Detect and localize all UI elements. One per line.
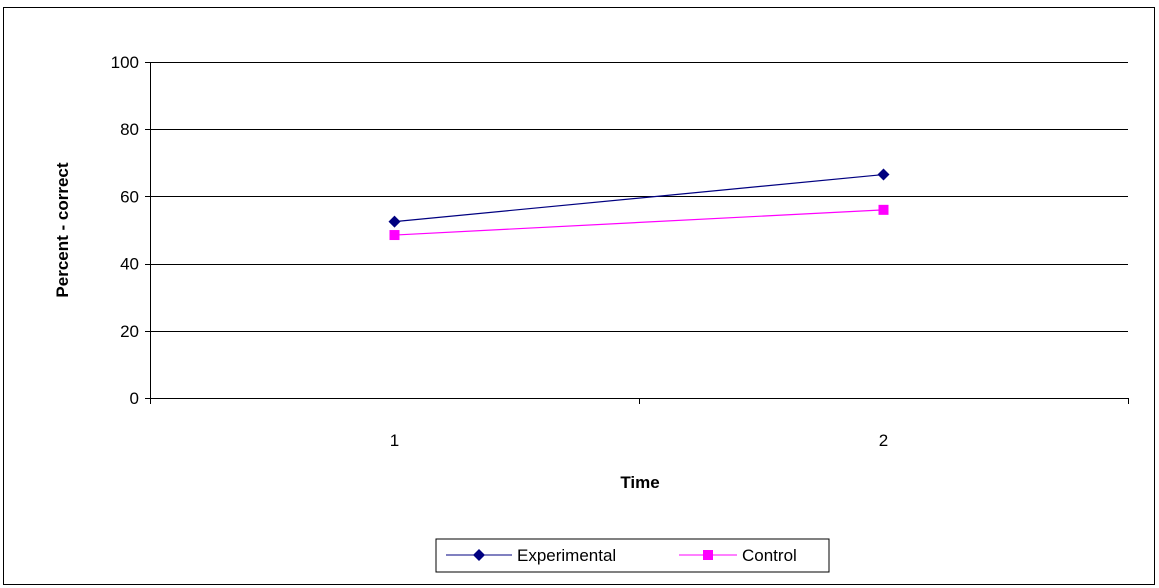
y-axis-title: Percent - correct [53,162,72,297]
y-tick-label-80: 80 [120,120,139,139]
y-tick-labels: 0 20 40 60 80 100 [111,53,139,408]
y-tick-label-40: 40 [120,255,139,274]
point-experimental-2 [877,168,890,181]
legend-marker-control [703,550,713,560]
chart-frame [3,7,1155,585]
point-control-2 [878,204,889,215]
series-line-experimental [394,173,884,223]
legend: Experimental Control [435,538,830,573]
y-tick-label-100: 100 [111,53,139,72]
y-tick-label-60: 60 [120,187,139,206]
x-axis-title: Time [620,473,659,492]
point-control-1 [389,230,400,241]
legend-label-control: Control [742,546,797,565]
legend-label-experimental: Experimental [517,546,616,565]
x-tick-label-1: 1 [390,431,399,450]
gridlines [150,62,1128,332]
axes [145,62,1129,404]
legend-marker-experimental [473,549,485,561]
series-group [388,168,890,241]
y-tick-label-0: 0 [130,389,139,408]
y-tick-label-20: 20 [120,322,139,341]
series-line-control [394,209,884,236]
x-tick-label-2: 2 [879,431,888,450]
point-experimental-1 [388,215,401,228]
